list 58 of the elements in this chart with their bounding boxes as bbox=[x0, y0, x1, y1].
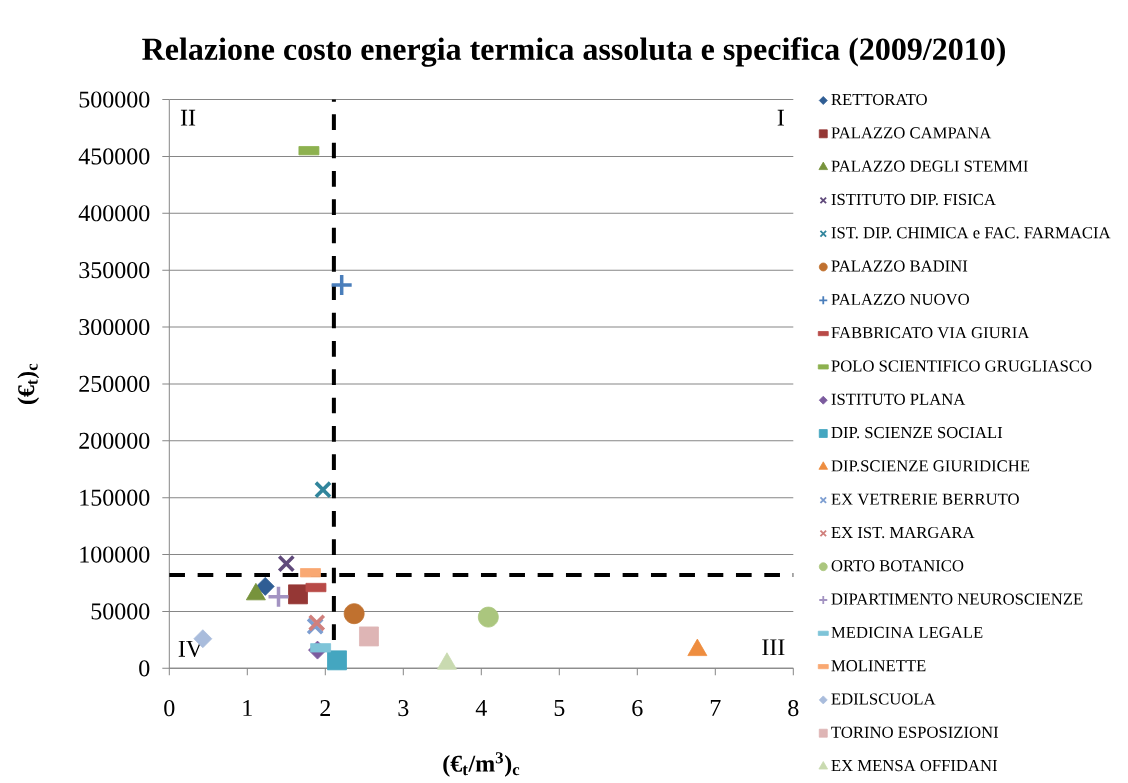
legend-label: EX IST. MARGARA bbox=[831, 526, 975, 539]
annotation: III bbox=[762, 639, 785, 656]
y-tick-label: 350000 bbox=[79, 262, 150, 279]
point bbox=[266, 584, 291, 609]
point bbox=[343, 603, 365, 625]
legend-label: MEDICINA LEGALE bbox=[831, 626, 983, 638]
legend-label: DIP.SCIENZE GIURIDICHE bbox=[831, 460, 1030, 472]
x-tick-label: 6 bbox=[632, 700, 643, 717]
y-tick-label: 150000 bbox=[80, 489, 150, 506]
y-tick-label: 200000 bbox=[79, 432, 150, 449]
legend-label: RETTORATO bbox=[831, 93, 927, 106]
point bbox=[329, 273, 354, 297]
point bbox=[359, 626, 379, 647]
point bbox=[288, 584, 308, 605]
legend-label: EX VETRERIE BERRUTO bbox=[831, 493, 1019, 505]
chart-title: Relazione costo energia termica assoluta e specifica (2009/2010) bbox=[142, 37, 1005, 67]
legend-label: PALAZZO BADINI bbox=[831, 260, 968, 272]
x-axis-title: (€$_{t}$/m$^{3}$)$_{c}$ bbox=[443, 752, 520, 777]
legend-label: ISTITUTO PLANA bbox=[831, 393, 966, 405]
y-tick-label: 400000 bbox=[78, 205, 150, 222]
y-tick-label: 500000 bbox=[79, 91, 150, 108]
x-tick-label: 8 bbox=[788, 700, 799, 717]
legend-label: ISTITUTO DIP. FISICA bbox=[831, 193, 996, 206]
x-tick-label: 0 bbox=[164, 700, 175, 717]
x-tick-label: 5 bbox=[554, 700, 565, 716]
legend-label: DIP. SCIENZE SOCIALI bbox=[831, 426, 1003, 439]
legend-label: PALAZZO NUOVO bbox=[831, 293, 969, 306]
legend-label: EX MENSA OFFIDANI bbox=[831, 760, 997, 772]
legend-label: MOLINETTE bbox=[831, 660, 926, 672]
x-tick-label: 3 bbox=[398, 700, 409, 717]
y-tick-label: 0 bbox=[139, 660, 150, 677]
y-tick-label: 100000 bbox=[80, 546, 150, 563]
point bbox=[307, 613, 326, 632]
annotation: I bbox=[777, 109, 784, 126]
legend-label: TORINO ESPOSIZIONI bbox=[831, 726, 999, 738]
legend-label: IST. DIP. CHIMICA e FAC. FARMACIA bbox=[831, 227, 1111, 239]
annotation: II bbox=[180, 109, 196, 126]
legend-label: DIPARTIMENTO NEUROSCIENZE bbox=[831, 593, 1083, 605]
point bbox=[327, 650, 347, 671]
point bbox=[314, 480, 332, 499]
y-tick-label: 300000 bbox=[79, 318, 150, 336]
legend-label: EDILSCUOLA bbox=[831, 693, 936, 705]
y-tick-label: 450000 bbox=[78, 148, 150, 165]
point bbox=[477, 606, 499, 628]
point bbox=[277, 554, 296, 573]
y-tick-label: 250000 bbox=[79, 375, 150, 392]
legend-label: PALAZZO CAMPANA bbox=[831, 127, 992, 139]
y-tick-label: 50000 bbox=[91, 603, 150, 620]
point bbox=[255, 576, 275, 596]
legend-label: POLO SCIENTIFICO GRUGLIASCO bbox=[831, 360, 1092, 372]
legend-label: PALAZZO DEGLI STEMMI bbox=[831, 160, 1028, 172]
legend-label: FABBRICATO VIA GIURIA bbox=[831, 327, 1030, 339]
y-axis-title: (€$_{t}$)$_{c}$ bbox=[17, 363, 40, 405]
x-tick-label: 4 bbox=[475, 700, 487, 716]
x-tick-label: 1 bbox=[243, 700, 252, 716]
legend-label: ORTO BOTANICO bbox=[831, 560, 964, 572]
x-tick-label: 2 bbox=[320, 700, 330, 716]
x-tick-label: 7 bbox=[710, 700, 721, 716]
